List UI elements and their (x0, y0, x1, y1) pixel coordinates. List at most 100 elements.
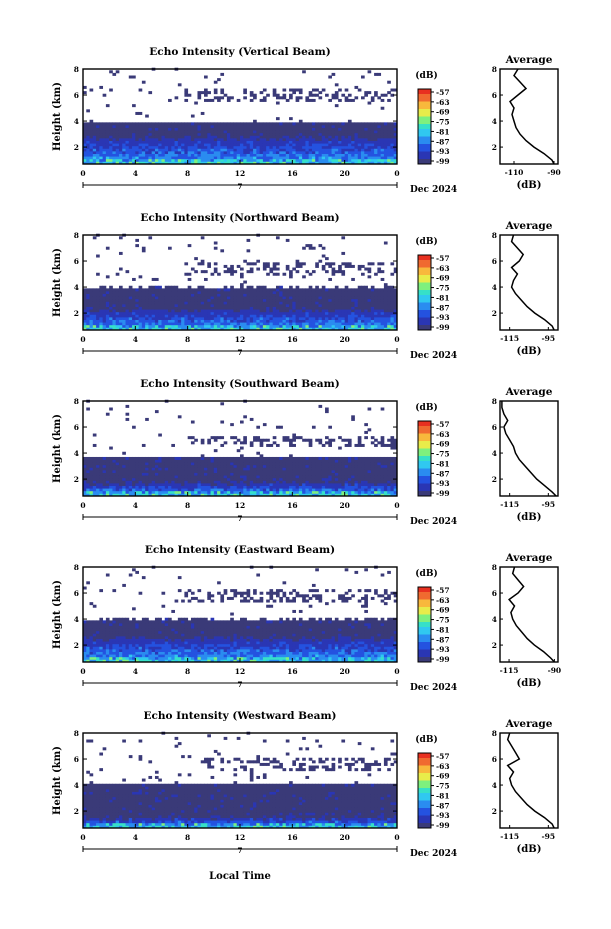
heatmap-cell (269, 161, 274, 165)
heatmap-cell (207, 462, 211, 466)
heatmap-cell (393, 267, 398, 271)
heatmap-cell (207, 319, 211, 323)
heatmap-cell (112, 135, 117, 139)
heatmap-cell (132, 311, 136, 315)
heatmap-cell (200, 130, 205, 134)
heatmap-cell (187, 464, 192, 468)
heatmap-cell (243, 306, 247, 310)
heatmap-cell (233, 462, 238, 466)
heatmap-cell (220, 467, 225, 471)
colorbar-segment (418, 272, 431, 276)
heatmap-cell (200, 319, 205, 323)
heatmap-cell (174, 124, 179, 128)
heatmap-cell (344, 319, 349, 323)
heatmap-cell (364, 303, 368, 307)
heatmap-cell (141, 316, 146, 320)
heatmap-cell (289, 301, 293, 305)
heatmap-cell (259, 122, 264, 126)
heatmap-cell (275, 482, 280, 486)
average-y-tick-label: 6 (492, 91, 497, 100)
heatmap-cell (194, 293, 198, 297)
heatmap-cell (226, 462, 231, 466)
heatmap-cell (351, 311, 355, 315)
heatmap-cell (207, 127, 211, 131)
heatmap-cell (181, 482, 185, 486)
heatmap-cell (315, 324, 319, 328)
heatmap-cell (128, 314, 133, 318)
heatmap-cell (226, 296, 231, 300)
heatmap-cell (194, 311, 198, 315)
heatmap-cell (262, 469, 267, 473)
heatmap-cell (233, 124, 238, 128)
heatmap-cell (145, 122, 149, 126)
heatmap-cell (135, 293, 139, 297)
heatmap-cell (168, 148, 172, 152)
heatmap-cell (210, 301, 215, 305)
heatmap-cell (308, 485, 313, 489)
heatmap-cell (249, 306, 254, 310)
heatmap-cell (171, 293, 175, 297)
colorbar-segment (418, 312, 431, 316)
heatmap-cell (374, 158, 378, 162)
heatmap-cell (347, 143, 352, 147)
heatmap-cell (223, 493, 228, 497)
heatmap-cell (86, 316, 90, 320)
heatmap-cell (236, 161, 241, 165)
heatmap-cell (151, 130, 156, 134)
heatmap-cell (171, 480, 175, 484)
average-title: Average (505, 220, 553, 232)
heatmap-cell (197, 493, 202, 497)
heatmap-cell (132, 327, 136, 331)
colorbar-segment (418, 144, 431, 147)
heatmap-cell (279, 456, 283, 460)
heatmap-cell (83, 324, 87, 328)
heatmap-cell (213, 262, 218, 266)
heatmap-cell (204, 469, 208, 473)
heatmap-cell (243, 309, 247, 313)
heatmap-cell (89, 462, 94, 466)
heatmap-cell (341, 324, 346, 328)
heatmap-cell (109, 130, 113, 134)
heatmap-cell (96, 485, 100, 489)
heatmap-cell (109, 135, 113, 139)
heatmap-cell (262, 161, 267, 165)
heatmap-cell (364, 153, 368, 157)
heatmap-cell (168, 124, 172, 128)
heatmap-cell (220, 420, 225, 424)
heatmap-cell (141, 303, 146, 307)
heatmap-cell (128, 75, 133, 79)
heatmap-cell (344, 140, 349, 144)
heatmap-cell (344, 493, 349, 497)
heatmap-cell (377, 309, 382, 313)
heatmap-cell (217, 301, 221, 305)
heatmap-cell (246, 316, 251, 320)
heatmap-cell (256, 319, 261, 323)
heatmap-cell (171, 464, 175, 468)
heatmap-cell (318, 456, 323, 460)
heatmap-cell (390, 298, 395, 302)
heatmap-cell (315, 122, 319, 126)
heatmap-cell (230, 477, 234, 481)
heatmap-cell (282, 298, 287, 302)
heatmap-cell (361, 145, 365, 149)
heatmap-cell (338, 493, 342, 497)
heatmap-cell (249, 485, 254, 489)
heatmap-cell (253, 145, 257, 149)
heatmap-cell (122, 145, 126, 149)
heatmap-cell (302, 319, 306, 323)
heatmap-cell (210, 272, 215, 276)
colorbar-segment (418, 126, 431, 130)
heatmap-cell (344, 135, 349, 139)
heatmap-cell (158, 132, 162, 136)
colorbar-segment (418, 290, 431, 293)
heatmap-cell (204, 319, 208, 323)
heatmap-cell (223, 472, 228, 476)
heatmap-cell (249, 301, 254, 305)
heatmap-cell (236, 143, 241, 147)
heatmap-cell (311, 475, 316, 479)
heatmap-cell (236, 488, 241, 492)
heatmap-cell (344, 311, 349, 315)
colorbar-tick-label: -87 (436, 303, 450, 312)
heatmap-cell (125, 322, 130, 326)
heatmap-cell (112, 153, 117, 157)
